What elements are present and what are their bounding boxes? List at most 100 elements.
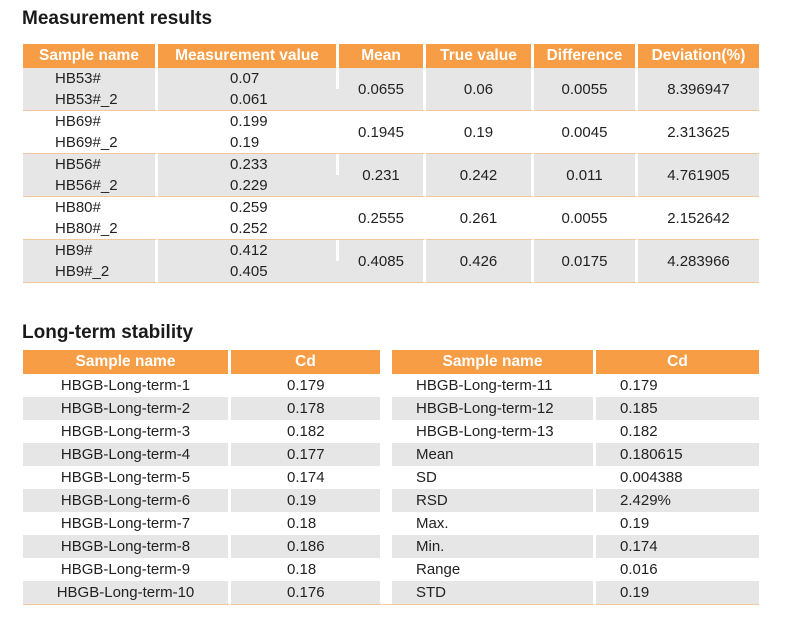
table-header-row: Sample name Cd Sample name Cd [23,350,759,374]
difference-cell: 0.0055 [534,197,638,240]
table-row: HB69# 0.199 0.1945 0.19 0.0045 2.313625 [23,111,759,154]
left-sample-name-cell: HBGB-Long-term-2 [23,397,231,420]
mean-cell: 0.1945 [339,111,426,154]
left-sample-name-cell: HBGB-Long-term-1 [23,374,231,397]
header-difference: Difference [534,44,638,68]
deviation-cell: 2.313625 [638,111,759,154]
right-cd-cell: 0.185 [596,397,759,420]
left-cd-cell: 0.186 [231,535,383,558]
left-cd-cell: 0.18 [231,512,383,535]
table-row: HBGB-Long-term-7 0.18 Max. 0.19 [23,512,759,535]
left-cd-cell: 0.182 [231,420,383,443]
right-sample-name-cell: HBGB-Long-term-13 [392,420,596,443]
column-gap [383,374,392,397]
right-cd-cell: 0.016 [596,558,759,581]
measurement-value-cell: 0.252 [158,218,339,240]
right-sample-name-cell: Max. [392,512,596,535]
header-cd-right: Cd [596,350,759,374]
right-cd-cell: 0.19 [596,581,759,605]
table-row: HBGB-Long-term-10 0.176 STD 0.19 [23,581,759,605]
right-cd-cell: 0.180615 [596,443,759,466]
column-gap [383,512,392,535]
left-sample-name-cell: HBGB-Long-term-8 [23,535,231,558]
difference-cell: 0.0175 [534,240,638,283]
column-gap [383,350,392,374]
table-row: HBGB-Long-term-8 0.186 Min. 0.174 [23,535,759,558]
true-value-cell: 0.19 [426,111,534,154]
left-sample-name-cell: HBGB-Long-term-10 [23,581,231,605]
table-row: HBGB-Long-term-5 0.174 SD 0.004388 [23,466,759,489]
left-cd-cell: 0.176 [231,581,383,605]
left-cd-cell: 0.179 [231,374,383,397]
table-header-row: Sample name Measurement value Mean True … [23,44,759,68]
table-row: HBGB-Long-term-2 0.178 HBGB-Long-term-12 0.… [23,397,759,420]
mean-cell: 0.2555 [339,197,426,240]
table-row: HB56# 0.233 0.231 0.242 0.011 4.761905 [23,154,759,197]
left-cd-cell: 0.177 [231,443,383,466]
sample-name-cell: HB80# [23,197,158,218]
right-cd-cell: 0.182 [596,420,759,443]
right-cd-cell: 0.174 [596,535,759,558]
header-sample-name-left: Sample name [23,350,231,374]
header-true-value: True value [426,44,534,68]
table-row: HBGB-Long-term-1 0.179 HBGB-Long-term-11 0.… [23,374,759,397]
column-gap [383,489,392,512]
right-sample-name-cell: HBGB-Long-term-12 [392,397,596,420]
sample-name-cell: HB9#_2 [23,261,158,283]
sample-name-cell: HB53#_2 [23,89,158,111]
header-measurement-value: Measurement value [158,44,339,68]
left-sample-name-cell: HBGB-Long-term-4 [23,443,231,466]
table-row: HB53#_2 0.061 [23,89,759,111]
measurement-results-table: Sample name Measurement value Mean True … [23,44,759,283]
sample-name-cell: HB69#_2 [23,132,158,154]
table-row: HB69#_2 0.19 [23,132,759,154]
left-cd-cell: 0.178 [231,397,383,420]
table-row: HB80#_2 0.252 [23,218,759,240]
long-term-stability-table: Sample name Cd Sample name Cd HBGB-Long-… [23,350,759,605]
left-cd-cell: 0.174 [231,466,383,489]
header-sample-name: Sample name [23,44,158,68]
mean-cell: 0.0655 [339,68,426,111]
measurement-results-title: Measurement results [22,8,213,29]
measurement-value-cell: 0.229 [158,175,339,197]
left-sample-name-cell: HBGB-Long-term-3 [23,420,231,443]
left-sample-name-cell: HBGB-Long-term-7 [23,512,231,535]
difference-cell: 0.0055 [534,68,638,111]
true-value-cell: 0.06 [426,68,534,111]
left-sample-name-cell: HBGB-Long-term-5 [23,466,231,489]
deviation-cell: 2.152642 [638,197,759,240]
measurement-value-cell: 0.233 [158,154,339,175]
table-row: HBGB-Long-term-4 0.177 Mean 0.180615 [23,443,759,466]
right-cd-cell: 2.429% [596,489,759,512]
left-cd-cell: 0.18 [231,558,383,581]
right-sample-name-cell: HBGB-Long-term-11 [392,374,596,397]
deviation-cell: 4.761905 [638,154,759,197]
table-row: HBGB-Long-term-6 0.19 RSD 2.429% [23,489,759,512]
table-row: HB9#_2 0.405 [23,261,759,283]
header-cd-left: Cd [231,350,383,374]
difference-cell: 0.011 [534,154,638,197]
sample-name-cell: HB9# [23,240,158,261]
column-gap [383,397,392,420]
column-gap [383,420,392,443]
left-sample-name-cell: HBGB-Long-term-6 [23,489,231,512]
column-gap [383,535,392,558]
mean-cell: 0.231 [339,154,426,197]
table-row: HBGB-Long-term-9 0.18 Range 0.016 [23,558,759,581]
right-cd-cell: 0.179 [596,374,759,397]
right-sample-name-cell: Min. [392,535,596,558]
true-value-cell: 0.261 [426,197,534,240]
measurement-value-cell: 0.061 [158,89,339,111]
left-sample-name-cell: HBGB-Long-term-9 [23,558,231,581]
column-gap [383,443,392,466]
table-row: HB80# 0.259 0.2555 0.261 0.0055 2.152642 [23,197,759,240]
table-row: HB9# 0.412 0.4085 0.426 0.0175 4.283966 [23,240,759,283]
left-cd-cell: 0.19 [231,489,383,512]
measurement-value-cell: 0.19 [158,132,339,154]
right-sample-name-cell: Mean [392,443,596,466]
true-value-cell: 0.242 [426,154,534,197]
measurement-value-cell: 0.259 [158,197,339,218]
measurement-value-cell: 0.412 [158,240,339,261]
sample-name-cell: HB80#_2 [23,218,158,240]
deviation-cell: 8.396947 [638,68,759,111]
